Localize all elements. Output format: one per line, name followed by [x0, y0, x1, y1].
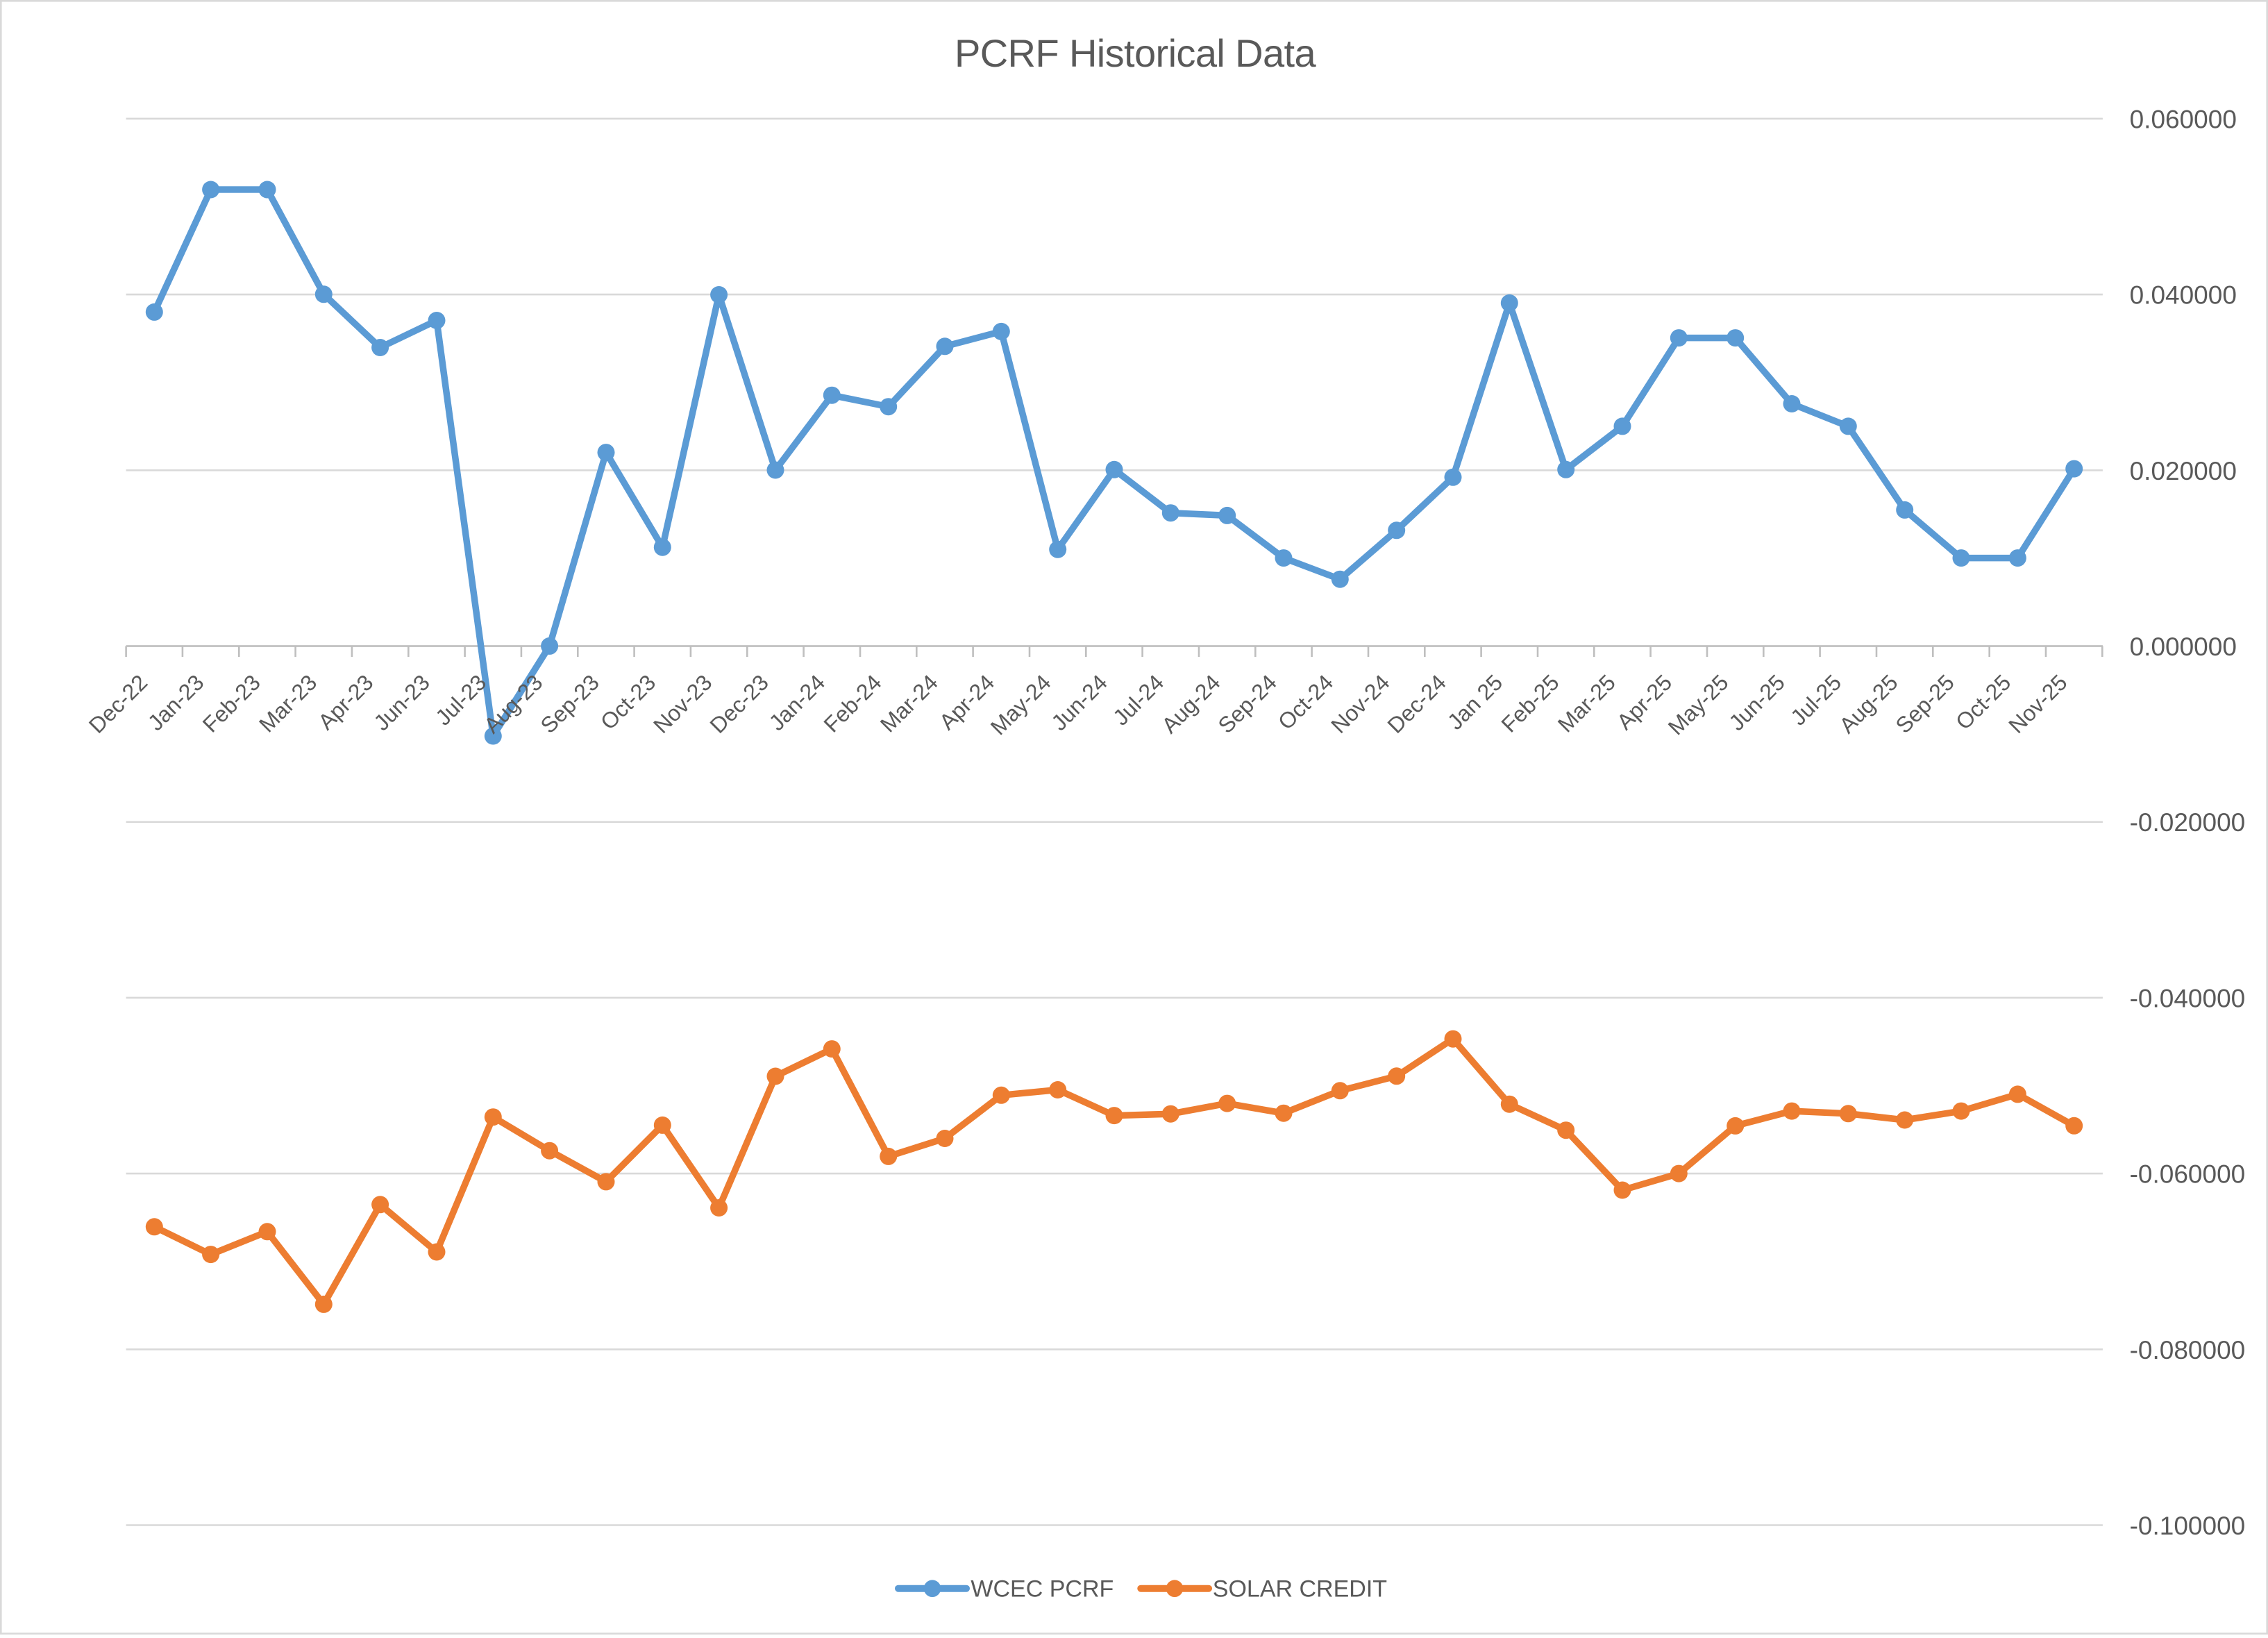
svg-text:0.060000: 0.060000 [2130, 105, 2237, 133]
svg-text:PCRF Historical Data: PCRF Historical Data [955, 31, 1317, 75]
svg-text:SOLAR CREDIT: SOLAR CREDIT [1213, 1576, 1387, 1603]
svg-text:-0.040000: -0.040000 [2130, 984, 2246, 1012]
svg-text:0.020000: 0.020000 [2130, 457, 2237, 485]
svg-text:0.040000: 0.040000 [2130, 281, 2237, 310]
svg-text:-0.080000: -0.080000 [2130, 1336, 2246, 1364]
svg-text:0.000000: 0.000000 [2130, 633, 2237, 661]
svg-text:-0.020000: -0.020000 [2130, 808, 2246, 837]
svg-text:-0.100000: -0.100000 [2130, 1512, 2246, 1540]
svg-text:-0.060000: -0.060000 [2130, 1160, 2246, 1189]
svg-text:WCEC PCRF: WCEC PCRF [971, 1576, 1114, 1603]
